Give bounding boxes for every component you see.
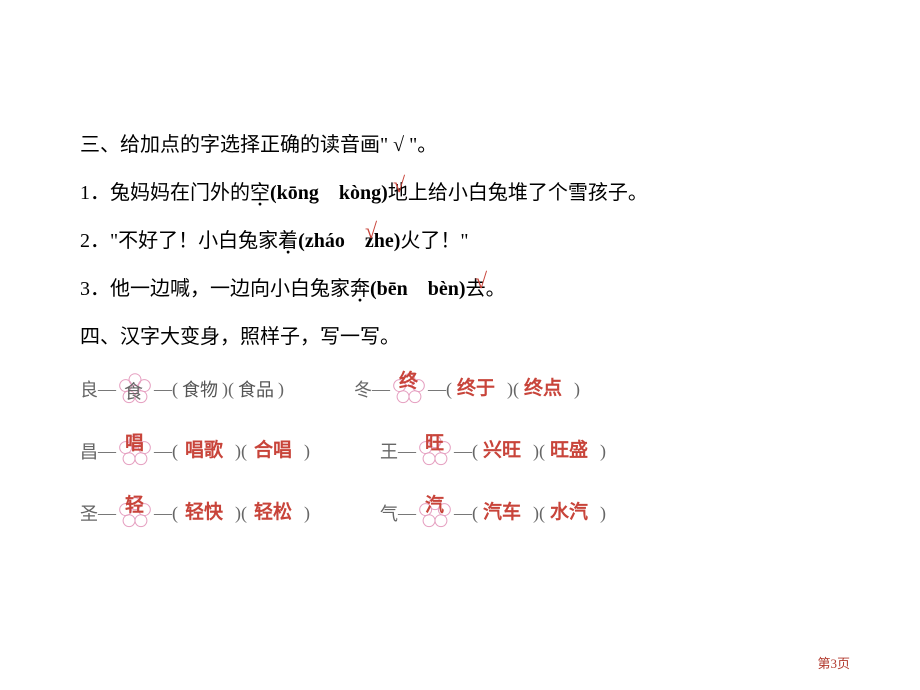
q2-gap (345, 230, 365, 252)
answer-p2: 轻松 (254, 497, 292, 524)
q2-line: 2．"不好了！小白兔家着(zháo zhe)火了！" √ (80, 226, 840, 256)
flower-icon: 汽 (418, 496, 452, 530)
q3-pinyin-a: bēn (377, 278, 408, 300)
grid-item-qi: 气—汽—(汽车)(水汽) (380, 496, 606, 530)
grid-item-chang: 昌—唱—(唱歌)(合唱) (80, 434, 310, 468)
base-char: 圣 (80, 500, 98, 526)
q1-post: 地上给小白兔堆了个雪孩子。 (388, 182, 648, 204)
q1-paren-close: ) (381, 182, 388, 204)
q2-pre: 2．"不好了！小白兔家 (80, 230, 278, 252)
q2-pinyin-a: zháo (305, 230, 345, 252)
grid-item-wang: 王—旺—(兴旺)(旺盛) (380, 434, 606, 468)
base-char: 昌 (80, 438, 98, 464)
q3-dot-char: 奔 (350, 278, 370, 300)
answer-p1: 唱歌 (185, 435, 223, 462)
example-p1: 食物 (178, 376, 222, 402)
q3-paren-open: ( (370, 278, 377, 300)
flower-icon: 轻 (118, 496, 152, 530)
flower-icon: 食 (118, 372, 152, 406)
q1-pre: 1．兔妈妈在门外的 (80, 182, 250, 204)
answer-p1: 终于 (457, 373, 495, 400)
answer-p2: 合唱 (254, 435, 292, 462)
answer-p2: 终点 (524, 373, 562, 400)
q3-paren-close: ) (459, 278, 466, 300)
answer-p1: 轻快 (185, 497, 223, 524)
grid-row: 良—食—(食物)(食品) 冬—终—(终于)(终点) (80, 372, 840, 406)
grid-item-dong: 冬—终—(终于)(终点) (354, 372, 580, 406)
q1-paren-open: ( (270, 182, 277, 204)
answer-p2: 旺盛 (550, 435, 588, 462)
q3-gap (408, 278, 428, 300)
q2-dot-char: 着 (278, 230, 298, 252)
q1-gap (319, 182, 339, 204)
answer-p1: 兴旺 (483, 435, 521, 462)
q2-paren-open: ( (298, 230, 305, 252)
grid-row: 圣—轻—(轻快)(轻松) 气—汽—(汽车)(水汽) (80, 496, 840, 530)
q1-dot-char: 空 (250, 182, 270, 204)
q2-post: 火了！" (400, 230, 468, 252)
character-grid: 良—食—(食物)(食品) 冬—终—(终于)(终点) 昌—唱—(唱歌)(合唱) 王… (80, 372, 840, 530)
base-char: 气 (380, 500, 398, 526)
example-p2: 食品 (234, 376, 278, 402)
base-char: 王 (380, 438, 398, 464)
answer-p1: 汽车 (483, 497, 521, 524)
grid-row: 昌—唱—(唱歌)(合唱) 王—旺—(兴旺)(旺盛) (80, 434, 840, 468)
flower-icon: 终 (392, 372, 426, 406)
base-char: 冬 (354, 376, 372, 402)
grid-item-liang: 良—食—(食物)(食品) (80, 372, 284, 406)
flower-icon: 唱 (118, 434, 152, 468)
q3-pre: 3．他一边喊，一边向小白兔家 (80, 278, 350, 300)
q1-pinyin-a: kōng (277, 182, 319, 204)
grid-item-sheng: 圣—轻—(轻快)(轻松) (80, 496, 310, 530)
q3-pinyin-b: bèn (428, 278, 459, 300)
q3-post: 去。 (466, 278, 506, 300)
section4-title: 四、汉字大变身，照样子，写一写。 (80, 322, 840, 352)
worksheet-page: 三、给加点的字选择正确的读音画" √ "。 1．兔妈妈在门外的空(kōng kò… (0, 0, 920, 690)
page-number: 第3页 (817, 653, 850, 672)
q2-pinyin-b: zhe (365, 230, 394, 252)
section3-title: 三、给加点的字选择正确的读音画" √ "。 (80, 130, 840, 160)
answer-p2: 水汽 (550, 497, 588, 524)
q3-line: 3．他一边喊，一边向小白兔家奔(bēn bèn)去。 √ (80, 274, 840, 304)
base-char: 良 (80, 376, 98, 402)
flower-icon: 旺 (418, 434, 452, 468)
q1-pinyin-b: kòng (339, 182, 381, 204)
q1-line: 1．兔妈妈在门外的空(kōng kòng)地上给小白兔堆了个雪孩子。 √ (80, 178, 840, 208)
